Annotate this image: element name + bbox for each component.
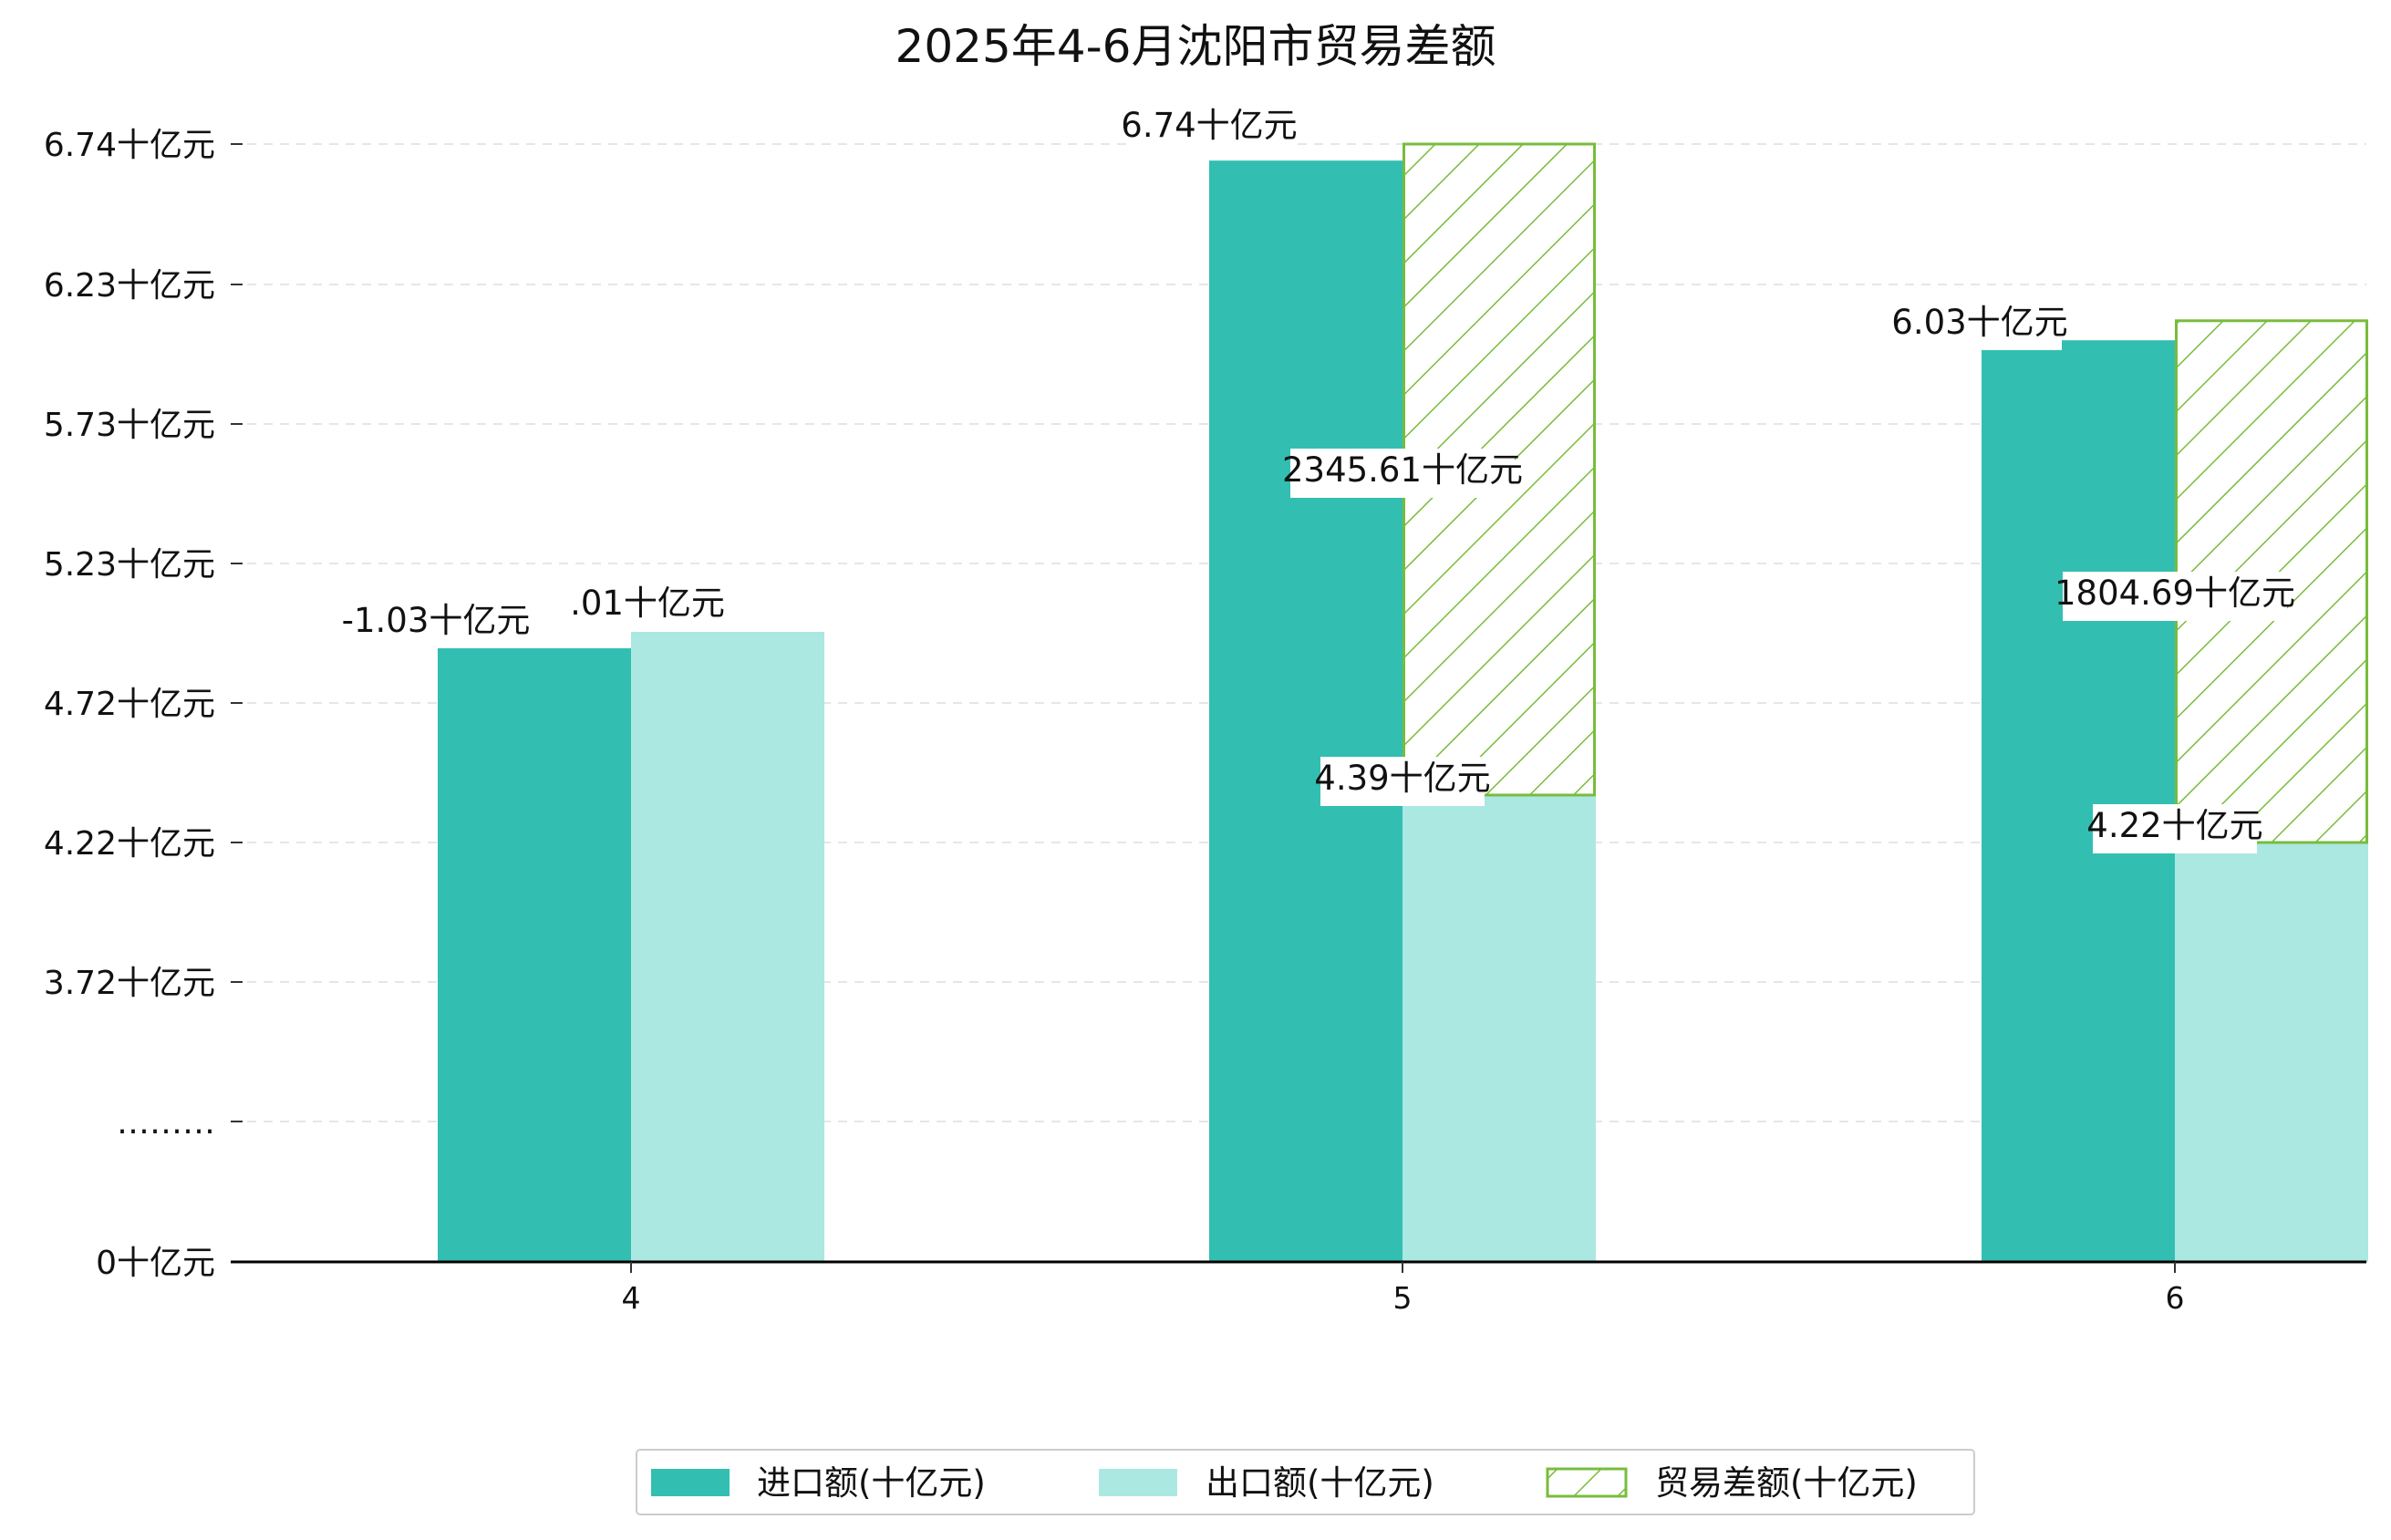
y-tick-label: 6.23十亿元 xyxy=(44,267,215,305)
data-labels: -1.03十亿元 .01十亿元 6.74十亿元 2345.61十亿元 4.39十亿元 6.… xyxy=(342,104,2295,853)
legend: 进口额(十亿元) 出口额(十亿元) 贸易差额(十亿元) xyxy=(636,1449,1975,1515)
chart-title: 2025年4-6月沈阳市贸易差额 xyxy=(895,20,1496,73)
data-label-import-bg xyxy=(344,599,528,648)
data-label-import: -1.03十亿元 xyxy=(342,601,531,640)
y-axis: 0十亿元 ……… 3.72十亿元 4.22十亿元 4.72十亿元 5.23十亿元 5.73十… xyxy=(44,127,243,1282)
bar-import xyxy=(1982,340,2175,1262)
y-tick-label: ……… xyxy=(117,1104,215,1142)
y-tick-label: 6.74十亿元 xyxy=(44,127,215,164)
bar-export xyxy=(1403,794,1596,1262)
data-label-export: 4.39十亿元 xyxy=(1314,759,1490,798)
legend-swatch-import xyxy=(651,1469,730,1496)
bars xyxy=(438,142,2368,1262)
x-tick-label: 4 xyxy=(622,1280,641,1316)
data-label-export-bg xyxy=(575,582,719,631)
data-label-export-bg xyxy=(2093,804,2257,853)
bar-import xyxy=(438,648,631,1262)
legend-frame xyxy=(636,1449,1975,1515)
y-tick-label: 4.22十亿元 xyxy=(44,825,215,863)
legend-label-export: 出口额(十亿元) xyxy=(1206,1463,1434,1503)
y-tick-label: 5.73十亿元 xyxy=(44,407,215,444)
data-label-balance: 2345.61十亿元 xyxy=(1282,450,1523,490)
data-label-balance-bg xyxy=(2063,572,2287,621)
y-tick-label: 3.72十亿元 xyxy=(44,965,215,1002)
data-label-export-bg xyxy=(1320,757,1485,806)
x-tick-label: 6 xyxy=(2166,1280,2185,1316)
data-label-export: 4.22十亿元 xyxy=(2086,806,2262,845)
bar-export xyxy=(2175,842,2368,1262)
data-label-import-bg xyxy=(1898,301,2062,350)
bar-export xyxy=(631,632,824,1262)
data-label-import: 6.03十亿元 xyxy=(1891,303,2067,342)
legend-label-import: 进口额(十亿元) xyxy=(757,1463,986,1503)
y-tick-label: 4.72十亿元 xyxy=(44,686,215,723)
y-tick-label: 0十亿元 xyxy=(96,1245,215,1282)
x-tick-label: 5 xyxy=(1393,1280,1413,1316)
x-axis: 4 5 6 xyxy=(622,1262,2185,1316)
data-label-import-bg xyxy=(1127,104,1291,153)
bar-import xyxy=(1209,160,1403,1262)
data-label-balance: 1804.69十亿元 xyxy=(2055,574,2295,613)
legend-label-balance: 贸易差额(十亿元) xyxy=(1655,1463,1918,1503)
legend-swatch-balance xyxy=(1546,1467,1628,1498)
y-tick-label: 5.23十亿元 xyxy=(44,546,215,584)
data-label-import: 6.74十亿元 xyxy=(1121,106,1297,145)
legend-swatch-export xyxy=(1099,1469,1177,1496)
data-label-balance-bg xyxy=(1290,449,1515,498)
data-label-export: .01十亿元 xyxy=(570,584,725,623)
